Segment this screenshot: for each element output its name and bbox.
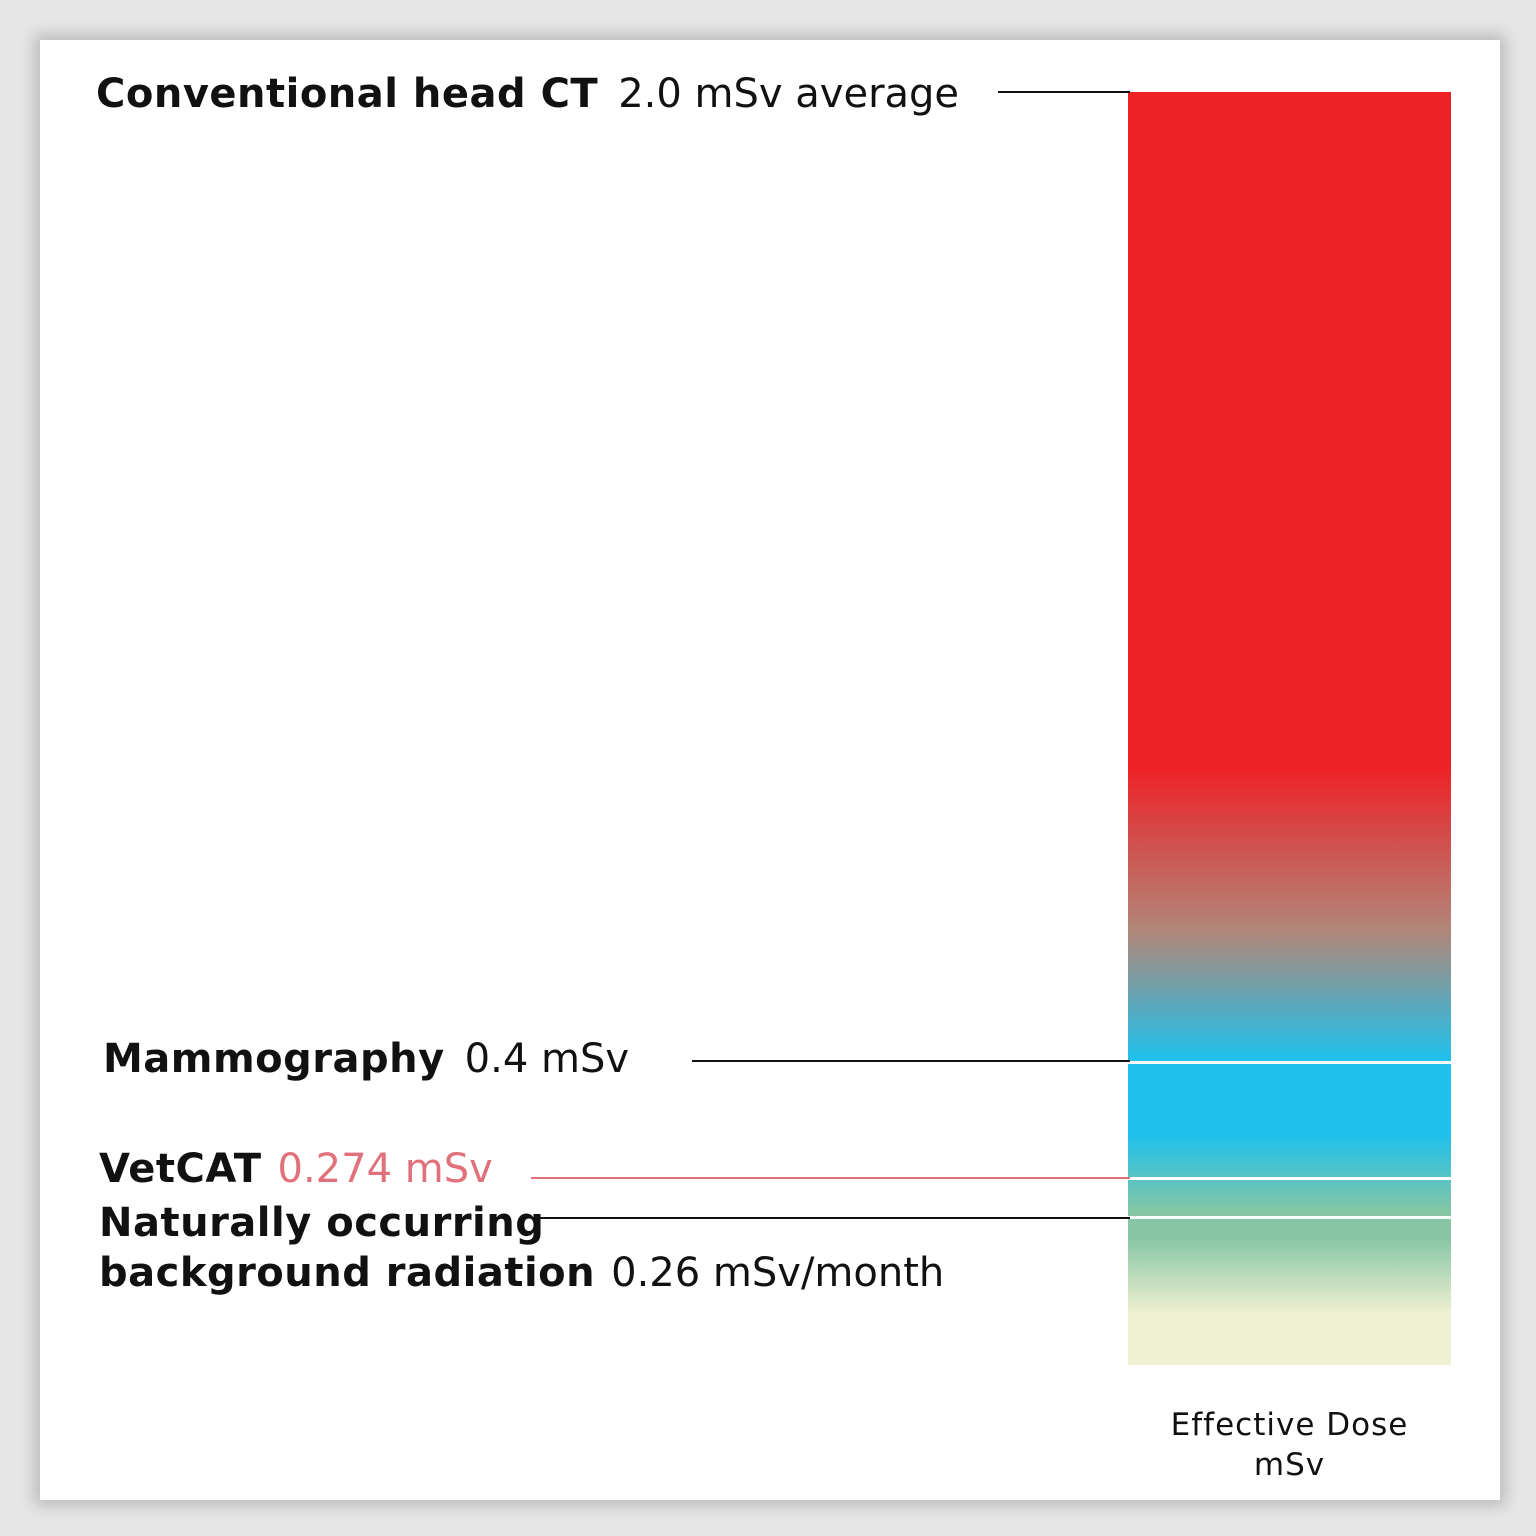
background-band-divider xyxy=(1128,1216,1451,1220)
background-name-line2: background radiation xyxy=(99,1250,596,1296)
mammography-leader-line xyxy=(692,1060,1130,1062)
axis-caption-unit: mSv xyxy=(1253,1447,1326,1483)
ct-leader-line xyxy=(998,91,1130,93)
vetcat-band-divider xyxy=(1128,1176,1451,1180)
ct-name: Conventional head CT xyxy=(96,71,599,117)
vetcat-label: VetCAT 0.274 mSv xyxy=(99,1149,493,1189)
ct-label: Conventional head CT 2.0 mSv average xyxy=(96,74,959,114)
mammography-label: Mammography 0.4 mSv xyxy=(103,1039,629,1079)
dose-gradient-bar xyxy=(1128,92,1451,1365)
background-value: 0.26 mSv/month xyxy=(611,1250,945,1296)
mammography-name: Mammography xyxy=(103,1036,445,1082)
mammography-value: 0.4 mSv xyxy=(464,1036,630,1082)
vetcat-value: 0.274 mSv xyxy=(277,1146,493,1192)
vetcat-leader-line xyxy=(531,1177,1130,1179)
axis-caption: Effective Dose mSv xyxy=(1128,1405,1451,1485)
background-label-line2: background radiation 0.26 mSv/month xyxy=(99,1253,944,1293)
background-leader-line xyxy=(531,1217,1130,1219)
ct-value: 2.0 mSv average xyxy=(618,71,960,117)
axis-caption-title: Effective Dose xyxy=(1170,1407,1409,1443)
vetcat-name: VetCAT xyxy=(99,1146,262,1192)
background-name-line1: Naturally occurring xyxy=(99,1200,545,1246)
background-label-line1: Naturally occurring xyxy=(99,1203,544,1243)
mammography-band-divider xyxy=(1128,1060,1451,1064)
